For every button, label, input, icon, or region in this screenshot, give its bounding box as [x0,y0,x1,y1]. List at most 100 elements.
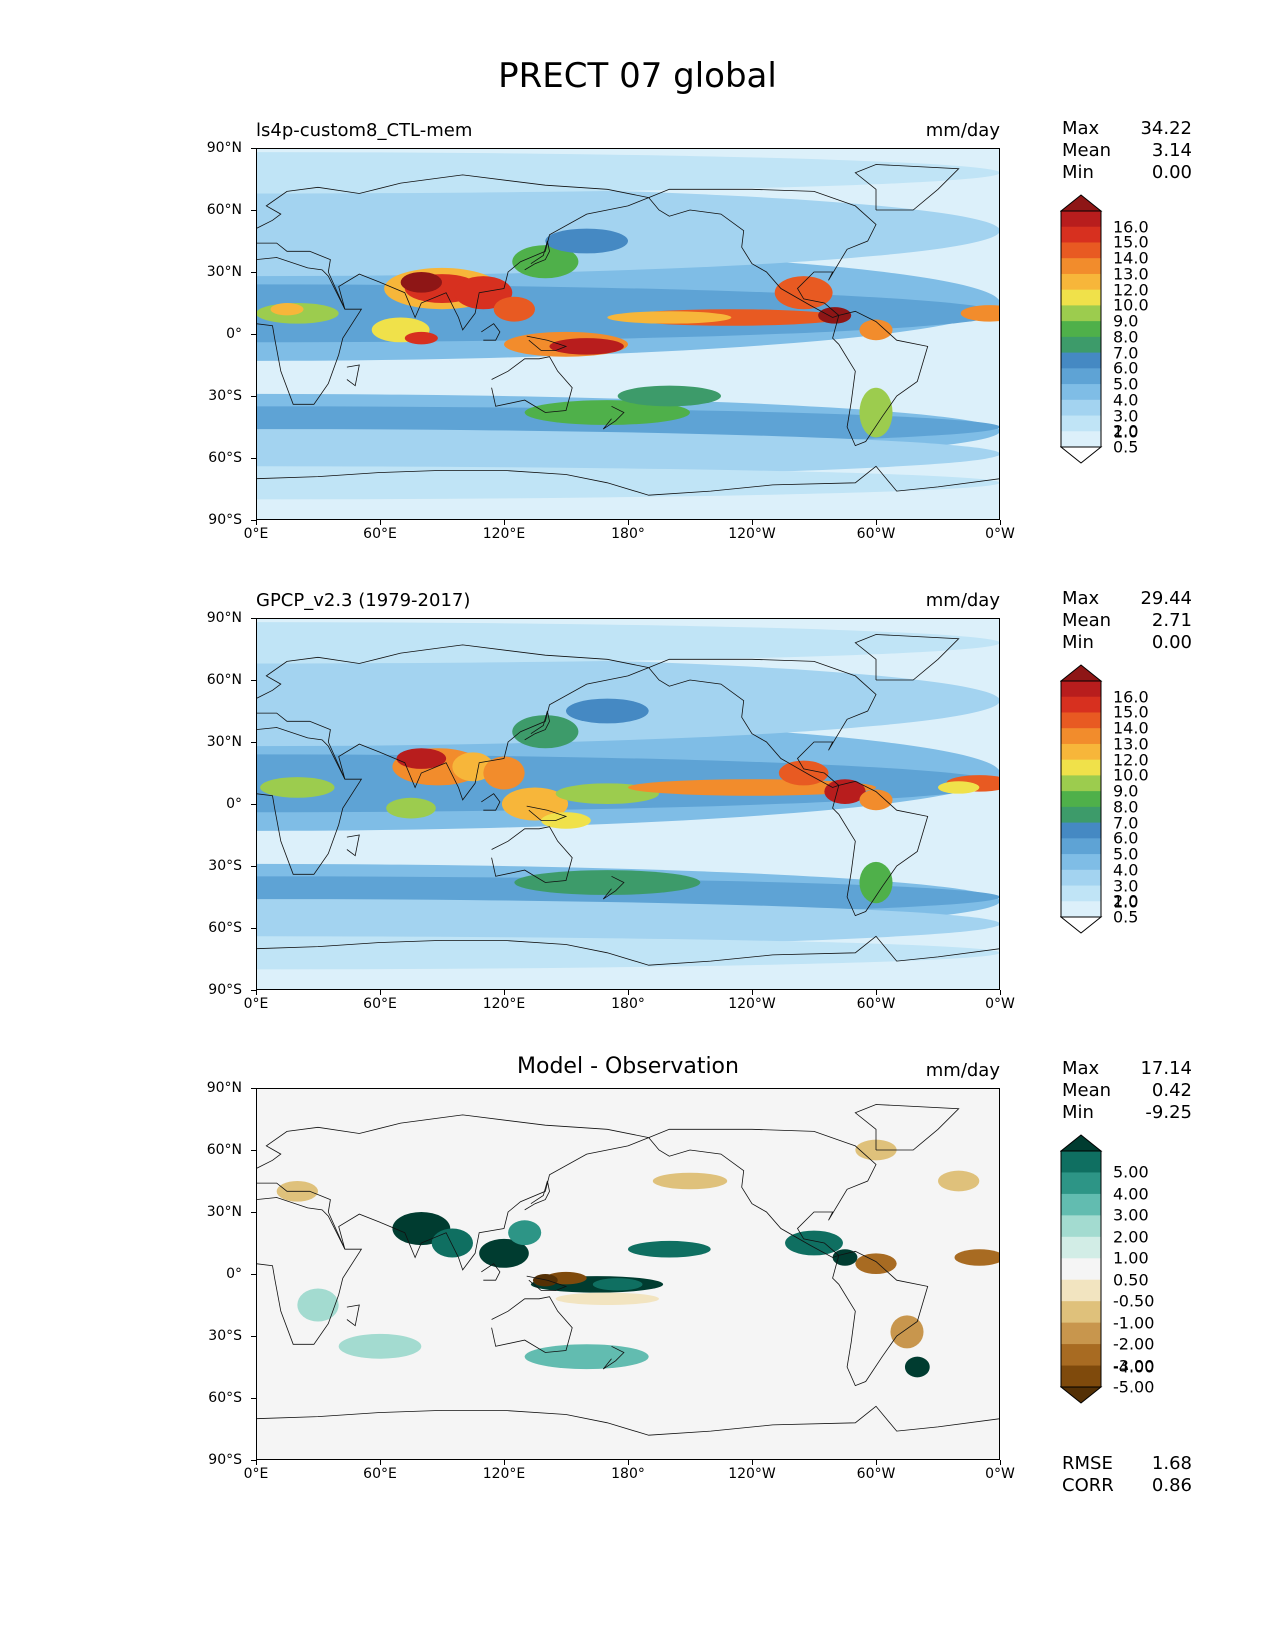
colorbar-label: -4.00 [1113,1357,1155,1377]
colorbar-bin [1061,352,1101,369]
x-tick [380,520,381,525]
colorbar-bin [1061,431,1101,448]
colorbar-bin [1061,1172,1101,1195]
stat-label: Mean [1062,610,1112,631]
colorbar-label: 6.0 [1113,358,1139,378]
panel-units: mm/day [925,590,1000,611]
colorbar-bin [1061,1236,1101,1259]
y-tick [251,334,256,335]
x-tick-label: 60°W [856,996,896,1012]
colorbar-bin [1061,901,1101,918]
colorbar-bin [1061,1344,1101,1367]
x-tick [504,520,505,525]
colorbar-bin [1061,1301,1101,1324]
stat-label: Min [1062,632,1094,653]
stat-label: Max [1062,1058,1100,1079]
x-tick [1000,1460,1001,1465]
colorbar-label: 1.0 [1113,422,1139,442]
panel-model: ls4p-custom8_CTL-mem mm/day 90°N 60°N 30°N… [0,118,1275,578]
y-tick [251,1336,256,1337]
x-tick [752,520,753,525]
colorbar-label: 12.0 [1113,750,1149,770]
stat-label: RMSE [1062,1453,1113,1474]
colorbar-bin [1061,885,1101,902]
colorbar-label: 5.0 [1113,374,1139,394]
colorbar-svg [1059,664,1103,934]
stat-label: Min [1062,1102,1094,1123]
colorbar-label: 0.5 [1113,907,1139,927]
stat-value: 0.00 [1151,632,1192,653]
colorbar-label: 5.0 [1113,844,1139,864]
y-tick-label: 0° [226,796,242,812]
y-tick-label: 90°N [206,1080,242,1096]
y-tick-label: 60°N [206,202,242,218]
stat-value: 0.42 [1151,1080,1192,1101]
colorbar-label: 14.0 [1113,718,1149,738]
colorbar-bin [1061,399,1101,417]
colorbar-label: 6.0 [1113,828,1139,848]
page-title: PRECT 07 global [498,56,777,96]
x-tick-label: 120°E [482,526,526,542]
colorbar-label: 8.0 [1113,327,1139,347]
x-tick [256,520,257,525]
colorbar-label: 4.0 [1113,860,1139,880]
colorbar-label: 3.0 [1113,876,1139,896]
y-tick [251,1150,256,1151]
colorbar-label: -5.00 [1113,1377,1155,1397]
colorbar-bin [1061,681,1101,698]
stat-label: CORR [1062,1475,1114,1496]
colorbar-bin [1061,336,1101,354]
x-tick-label: 120°W [728,526,776,542]
colorbar-bin [1061,791,1101,808]
colorbar-label: 13.0 [1113,734,1149,754]
colorbar-label: 15.0 [1113,702,1149,722]
colorbar-label: 1.0 [1113,892,1139,912]
x-tick-label: 60°E [363,526,397,542]
y-tick-label: 30°S [208,858,242,874]
x-tick [256,1460,257,1465]
stat-label: Mean [1062,140,1112,161]
colorbar-label: 7.0 [1113,813,1139,833]
colorbar-bin [1061,242,1101,259]
colorbar-bin [1061,368,1101,385]
colorbar-bin [1061,696,1101,713]
colorbar-label: 2.0 [1113,421,1139,441]
y-tick [251,804,256,805]
stat-value: 34.22 [1140,118,1192,139]
stat-value: -9.25 [1145,1102,1192,1123]
colorbar-label: 3.00 [1113,1205,1149,1225]
y-tick-label: 90°S [208,982,242,998]
panel-units: mm/day [925,120,1000,141]
y-tick [251,520,256,521]
y-tick [251,618,256,619]
y-tick [251,1212,256,1213]
colorbar-label: 15.0 [1113,232,1149,252]
colorbar-label: 0.50 [1113,1270,1149,1290]
x-tick-label: 120°E [482,996,526,1012]
panel-difference: Model - Observation mm/day 90°N 60°N 30°N 0… [0,1054,1275,1518]
x-tick [1000,520,1001,525]
y-tick [251,866,256,867]
stat-label: Min [1062,162,1094,183]
x-tick [380,990,381,995]
y-tick-label: 90°N [206,140,242,156]
y-tick [251,1398,256,1399]
colorbar-label: 13.0 [1113,264,1149,284]
y-tick [251,742,256,743]
colorbar-bin [1061,1215,1101,1238]
x-tick-label: 60°E [363,996,397,1012]
colorbar-label: 1.00 [1113,1248,1149,1268]
x-tick-label: 60°W [856,526,896,542]
y-tick-label: 30°N [206,1204,242,1220]
x-tick-label: 120°E [482,1466,526,1482]
y-tick-label: 60°N [206,672,242,688]
colorbar-label: 14.0 [1113,248,1149,268]
x-tick [752,990,753,995]
x-tick [628,520,629,525]
colorbar: 5.00 4.00 3.00 2.00 1.00 0.50 -0.50 -1.00 -2.00-… [1059,1123,1154,1423]
x-tick-label: 0°E [243,996,269,1012]
colorbar-bin [1061,759,1101,776]
x-tick-label: 180° [611,526,645,542]
colorbar-label: 4.0 [1113,390,1139,410]
x-tick-label: 0°W [985,1466,1015,1482]
